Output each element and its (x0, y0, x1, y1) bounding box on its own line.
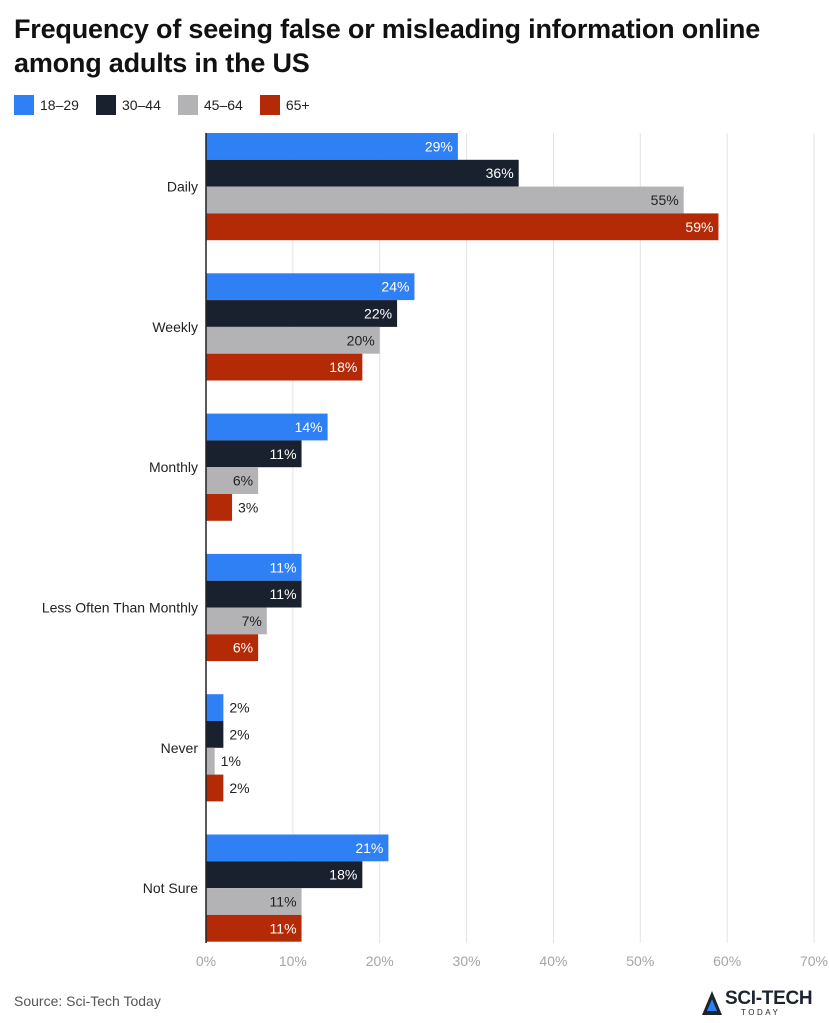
data-label-less-often-than-monthly-18-29: 11% (270, 559, 297, 575)
legend-swatch-30-44 (95, 95, 116, 115)
legend-label-18-29: 18–29 (40, 97, 79, 113)
bar-never-65 (206, 774, 224, 802)
bar-monthly-30-44 (206, 440, 302, 468)
x-tick-label-70: 70% (800, 953, 828, 969)
data-label-daily-45-64: 55% (651, 192, 679, 208)
x-tick-label-0: 0% (196, 953, 216, 969)
data-label-never-45-64: 1% (221, 753, 241, 769)
data-label-less-often-than-monthly-30-44: 11% (270, 586, 297, 602)
x-tick-label-20: 20% (366, 953, 394, 969)
x-tick-label-10: 10% (279, 953, 307, 969)
data-label-weekly-65: 18% (329, 359, 357, 375)
bar-never-30-44 (206, 721, 224, 748)
data-label-daily-18-29: 29% (425, 138, 453, 154)
data-label-not-sure-65: 11% (270, 920, 297, 936)
legend-label-30-44: 30–44 (121, 97, 161, 113)
bar-weekly-65 (206, 353, 363, 381)
logo-sub: TODAY (741, 1008, 781, 1017)
bar-monthly-45-64 (206, 467, 259, 494)
data-label-daily-30-44: 36% (486, 165, 514, 181)
data-label-not-sure-45-64: 11% (270, 894, 297, 910)
data-label-daily-65: 59% (685, 219, 713, 235)
bar-less-often-than-monthly-45-64 (206, 607, 267, 635)
x-tick-label-50: 50% (626, 953, 654, 969)
sci-tech-today-logo: SCI-TECH TODAY (701, 988, 821, 1020)
legend-label-65-plus: 65+ (285, 97, 310, 113)
data-label-never-30-44: 2% (229, 726, 249, 742)
bar-not-sure-65 (206, 914, 302, 942)
bar-not-sure-45-64 (206, 888, 302, 915)
data-label-not-sure-18-29: 21% (355, 840, 383, 856)
data-label-never-18-29: 2% (229, 700, 249, 716)
data-label-less-often-than-monthly-45-64: 7% (242, 613, 262, 629)
data-label-monthly-45-64: 6% (233, 473, 253, 489)
x-tick-label-30: 30% (453, 953, 481, 969)
data-label-not-sure-30-44: 18% (329, 867, 357, 883)
bar-less-often-than-monthly-30-44 (206, 580, 302, 608)
category-label-monthly: Monthly (149, 459, 198, 475)
bar-weekly-45-64 (206, 326, 380, 354)
data-label-weekly-18-29: 24% (381, 279, 409, 295)
bar-never-45-64 (206, 747, 215, 775)
legend-item-45-64: 45–64 (177, 95, 243, 115)
bar-not-sure-30-44 (206, 861, 363, 889)
data-label-never-65: 2% (229, 780, 249, 796)
bar-weekly-18-29 (206, 273, 415, 301)
legend-swatch-18-29 (14, 95, 34, 115)
legend-swatch-45-64 (177, 95, 198, 115)
x-tick-label-60: 60% (713, 953, 741, 969)
bar-monthly-18-29 (206, 413, 328, 441)
category-label-not-sure: Not Sure (143, 880, 198, 896)
x-tick-label-40: 40% (539, 953, 567, 969)
category-label-daily: Daily (167, 179, 198, 195)
bar-daily-18-29 (206, 133, 458, 160)
data-label-monthly-18-29: 14% (295, 419, 323, 435)
bar-daily-45-64 (206, 186, 684, 214)
bar-daily-65 (206, 213, 719, 241)
data-label-less-often-than-monthly-65: 6% (233, 640, 253, 656)
bar-less-often-than-monthly-18-29 (206, 553, 302, 581)
data-label-monthly-65: 3% (238, 499, 258, 515)
category-label-less-often-than-monthly: Less Often Than Monthly (42, 600, 198, 616)
legend-item-18-29: 18–29 (14, 95, 79, 115)
bar-daily-30-44 (206, 159, 519, 187)
bar-not-sure-18-29 (206, 834, 389, 862)
bar-less-often-than-monthly-65 (206, 634, 259, 662)
category-label-never: Never (161, 740, 199, 756)
logo-name: SCI-TECH (725, 988, 813, 1009)
chart-title: Frequency of seeing false or misleading … (14, 14, 761, 78)
bar-weekly-30-44 (206, 300, 398, 327)
legend-item-65-plus: 65+ (259, 95, 310, 115)
legend-item-30-44: 30–44 (95, 95, 161, 115)
category-label-weekly: Weekly (152, 319, 198, 335)
logo-mark-icon (702, 991, 722, 1015)
bar-monthly-65 (206, 494, 233, 521)
legend-swatch-65-plus (259, 95, 280, 115)
source-note: Source: Sci-Tech Today (14, 993, 161, 1009)
data-label-weekly-45-64: 20% (347, 332, 375, 348)
bar-never-18-29 (206, 694, 224, 721)
legend-label-45-64: 45–64 (203, 97, 243, 113)
legend: 18–29 30–44 45–64 65+ (14, 95, 327, 115)
data-label-monthly-30-44: 11% (270, 446, 297, 462)
data-label-weekly-30-44: 22% (364, 306, 392, 322)
